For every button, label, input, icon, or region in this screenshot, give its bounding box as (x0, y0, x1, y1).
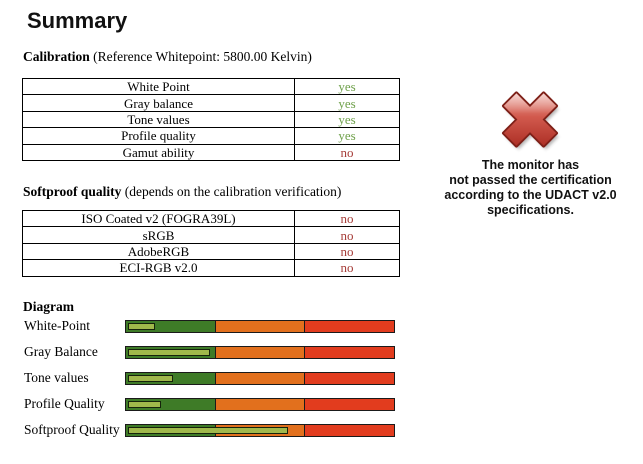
softproof-section-heading: Softproof quality (depends on the calibr… (23, 184, 341, 200)
certification-text-line: specifications. (487, 203, 574, 217)
table-row: Gray balance yes (22, 94, 400, 112)
table-row: AdobeRGB no (22, 242, 400, 261)
certification-text-line: not passed the certification (449, 173, 612, 187)
certification-text-line: according to the UDACT v2.0 (444, 188, 617, 202)
diagram-row: Tone values (24, 365, 404, 391)
bar-zone-red (304, 398, 394, 410)
row-value: no (294, 259, 400, 277)
calibration-heading-detail: (Reference Whitepoint: 5800.00 Kelvin) (89, 49, 312, 64)
row-value: yes (294, 110, 400, 129)
bar-zone-orange (215, 372, 305, 384)
row-value: no (294, 143, 400, 161)
table-row: Profile quality yes (22, 127, 400, 145)
diagram-row: Softproof Quality (24, 417, 404, 443)
certification-status-text: The monitor has not passed the certificat… (418, 158, 643, 218)
row-value: no (294, 226, 400, 244)
bar-zone-orange (215, 398, 305, 410)
bar-zone-green (126, 398, 216, 410)
row-label: ISO Coated v2 (FOGRA39L) (22, 209, 295, 228)
diagram-row-label: White-Point (24, 318, 90, 333)
row-label: ECI-RGB v2.0 (22, 259, 295, 277)
row-value: no (294, 209, 400, 228)
row-label: sRGB (22, 226, 295, 244)
diagram-bar (125, 397, 395, 411)
row-label: Tone values (22, 110, 295, 129)
diagram-row-label: Profile Quality (24, 396, 105, 411)
diagram-bar (125, 371, 395, 385)
softproof-heading-detail: (depends on the calibration verification… (121, 184, 342, 199)
row-value: yes (294, 77, 400, 96)
diagram-indicator (128, 348, 211, 356)
table-row: Tone values yes (22, 110, 400, 129)
diagram-row: White-Point (24, 313, 404, 339)
diagram-section-heading: Diagram (23, 299, 74, 314)
diagram-row-label: Softproof Quality (24, 422, 120, 437)
row-label: Gray balance (22, 94, 295, 112)
diagram-indicator (128, 374, 173, 382)
softproof-heading-bold: Softproof quality (23, 184, 122, 199)
diagram-row-label: Tone values (24, 370, 89, 385)
bar-zone-red (304, 372, 394, 384)
diagram: White-Point Gray Balance Tone values Profil… (24, 313, 404, 443)
bar-zone-red (304, 320, 394, 332)
diagram-bar (125, 345, 395, 359)
table-row: Gamut ability no (22, 143, 400, 161)
softproof-table: ISO Coated v2 (FOGRA39L) no sRGB no AdobeRGB… (22, 209, 400, 277)
table-row: sRGB no (22, 226, 400, 244)
diagram-row-label: Gray Balance (24, 344, 98, 359)
diagram-indicator (128, 400, 161, 408)
diagram-bar (125, 319, 395, 333)
bar-zone-orange (215, 346, 305, 358)
row-label: Gamut ability (22, 143, 295, 161)
table-row: ECI-RGB v2.0 no (22, 259, 400, 277)
diagram-indicator (128, 426, 289, 434)
row-label: AdobeRGB (22, 242, 295, 261)
bar-zone-red (304, 346, 394, 358)
diagram-row: Gray Balance (24, 339, 404, 365)
row-value: yes (294, 94, 400, 112)
calibration-table: White Point yes Gray balance yes Tone values… (22, 77, 400, 161)
diagram-indicator (128, 322, 156, 330)
calibration-section-heading: Calibration (Reference Whitepoint: 5800.… (23, 49, 312, 65)
calibration-heading-bold: Calibration (23, 49, 90, 64)
bar-zone-green (126, 320, 216, 332)
row-value: yes (294, 127, 400, 145)
table-row: White Point yes (22, 77, 400, 96)
bar-zone-red (304, 424, 394, 436)
row-value: no (294, 242, 400, 261)
bar-zone-orange (215, 320, 305, 332)
diagram-row: Profile Quality (24, 391, 404, 417)
diagram-bar (125, 423, 395, 437)
fail-cross-icon (491, 84, 569, 158)
certification-text-line: The monitor has (481, 158, 580, 172)
table-row: ISO Coated v2 (FOGRA39L) no (22, 209, 400, 228)
page-title: Summary (27, 8, 128, 33)
row-label: White Point (22, 77, 295, 96)
row-label: Profile quality (22, 127, 295, 145)
